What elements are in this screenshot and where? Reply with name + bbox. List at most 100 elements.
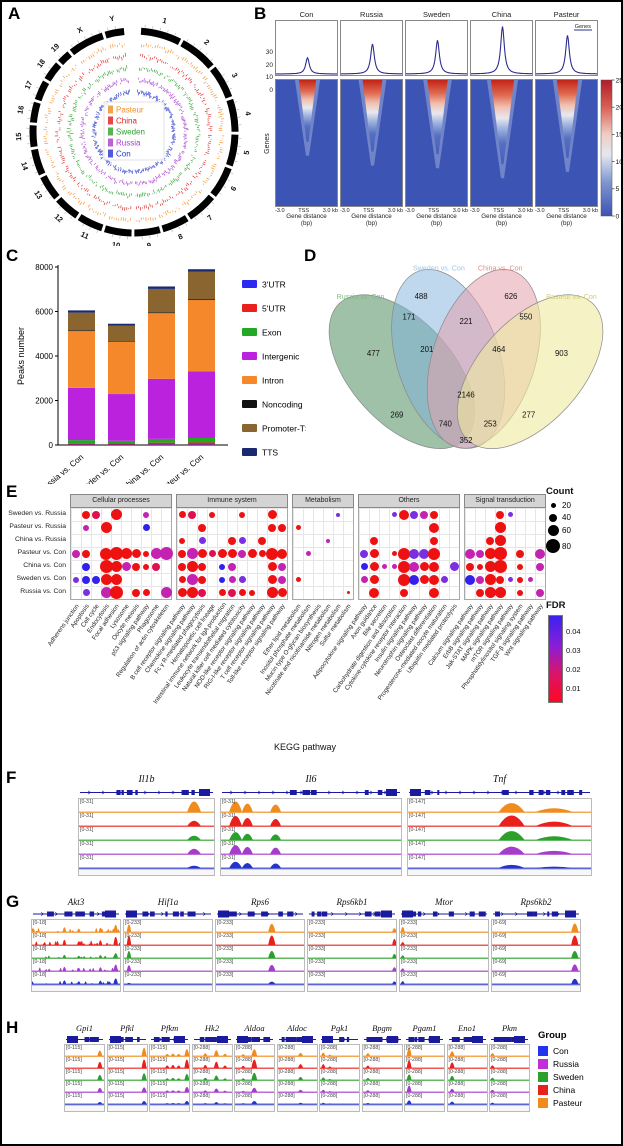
bar-legend-swatch bbox=[242, 328, 257, 336]
coverage-track-con: [0-233] bbox=[216, 972, 304, 985]
pathway-dot bbox=[82, 510, 90, 519]
gene-model bbox=[222, 789, 400, 796]
coverage-track-russia: [0-115] bbox=[65, 1081, 104, 1093]
bar-segment bbox=[108, 323, 135, 326]
coverage-track-russia: [0-31] bbox=[79, 841, 214, 855]
coverage-track-china: [0-233] bbox=[400, 933, 488, 946]
pathway-dot bbox=[391, 512, 397, 517]
group-legend-item: Con bbox=[538, 1046, 584, 1056]
facet-grid bbox=[176, 508, 288, 600]
pathway-dot bbox=[143, 563, 149, 570]
bar-legend-label: 5'UTR bbox=[262, 304, 286, 314]
profile-legend: Genes bbox=[575, 24, 591, 30]
track-svg bbox=[277, 1052, 317, 1057]
bar-segment bbox=[188, 444, 215, 445]
track-footer bbox=[150, 1104, 189, 1111]
pathway-dot bbox=[219, 563, 225, 570]
coverage-track-con: [0-288] bbox=[490, 1093, 529, 1105]
track-range-label: [0-233] bbox=[401, 959, 418, 965]
pathway-dot bbox=[484, 587, 496, 598]
chromosome-arc bbox=[134, 226, 161, 237]
venn-ellipse bbox=[457, 294, 604, 449]
track-range-label: [0-288] bbox=[321, 1092, 338, 1099]
gene-name: Tnf bbox=[492, 774, 507, 785]
coverage-track-con: [0-233] bbox=[400, 972, 488, 985]
pathway-dot bbox=[278, 562, 286, 571]
track-box: [0-288] [0-288] [0-288] [0-288] [0-288] bbox=[234, 1043, 275, 1112]
pathway-dot bbox=[278, 523, 286, 532]
coverage-track-sweden: [0-233] bbox=[400, 946, 488, 959]
track-range-label: [0-115] bbox=[108, 1092, 125, 1099]
venn-count: 550 bbox=[519, 313, 533, 322]
track-svg bbox=[308, 953, 396, 959]
track-box: [0-147] [0-147] [0-147] [0-147] [0-147] bbox=[407, 798, 592, 876]
coverage-track-russia: [0-69] bbox=[492, 959, 580, 972]
heatmap-x-label: Gene distance (bp) bbox=[286, 213, 327, 227]
track-range-label: [0-31] bbox=[222, 827, 236, 833]
bar-y-label: Peaks number bbox=[16, 327, 26, 385]
coverage-track-china: [0-69] bbox=[492, 933, 580, 946]
circos-plot: 1 2 3 4 5 6 7 8 9 10 11 12 13 14 15 16 17 18 19 X Y Pasteur Ch… bbox=[10, 14, 254, 246]
coverage-track-con: [0-233] bbox=[124, 972, 212, 985]
track-svg bbox=[277, 1089, 317, 1093]
pathway-dot bbox=[142, 524, 150, 531]
pathway-dot bbox=[266, 587, 278, 598]
gene-name: Gpi1 bbox=[76, 1023, 93, 1033]
gene-name: Bpgm bbox=[372, 1023, 392, 1033]
track-range-label: [0-288] bbox=[406, 1044, 423, 1051]
coverage-track-sweden: [0-31] bbox=[221, 827, 401, 841]
group-color-swatch bbox=[538, 1046, 548, 1056]
facet-title: Signal transduction bbox=[464, 494, 546, 508]
coverage-track-sweden: [0-147] bbox=[408, 827, 591, 841]
track-svg bbox=[320, 1102, 359, 1105]
track-svg bbox=[216, 923, 304, 933]
kegg-dot-plot: Sweden vs. Russia Pasteur vs. Russia China… bbox=[2, 484, 621, 768]
facet-title: Immune system bbox=[176, 494, 288, 508]
heatmap-x-ticks: -3.0 TSS 3.0 kb bbox=[275, 208, 338, 214]
pathway-dot bbox=[92, 510, 100, 519]
count-dot bbox=[547, 525, 559, 536]
bar-legend-label: Intron bbox=[262, 376, 284, 386]
bar-segment bbox=[68, 330, 95, 332]
group-legend-item: Russia bbox=[538, 1059, 584, 1069]
track-svg bbox=[65, 1101, 104, 1105]
pathway-dot bbox=[507, 512, 513, 517]
chromosome-label: 13 bbox=[32, 189, 44, 201]
track-svg bbox=[192, 1061, 232, 1069]
heatmap-x-label: Gene distance (bp) bbox=[416, 213, 457, 227]
bar-legend-label: TTS bbox=[262, 448, 278, 458]
coverage-track-pasteur: [0-18] bbox=[32, 920, 120, 933]
track-range-label: [0-31] bbox=[80, 813, 94, 819]
heatmap-x-ticks: -3.0 TSS 3.0 kb bbox=[340, 208, 403, 214]
track-svg bbox=[492, 935, 580, 946]
track-svg bbox=[65, 1061, 104, 1069]
venn-count: 477 bbox=[367, 349, 380, 358]
bar-segment bbox=[68, 312, 95, 331]
track-footer bbox=[192, 1104, 232, 1111]
track-svg bbox=[32, 924, 120, 933]
track-range-label: [0-288] bbox=[278, 1092, 295, 1099]
coverage-track-china: [0-288] bbox=[405, 1057, 444, 1069]
bar-legend-label: Promoter-TSS bbox=[262, 424, 306, 434]
track-svg bbox=[400, 926, 488, 933]
coverage-track-con: [0-288] bbox=[405, 1093, 444, 1105]
gene-name: Eno1 bbox=[458, 1023, 476, 1033]
sample-column: Pasteur Genes -3.0 TSS 3.0 kb Gene distance (b… bbox=[535, 10, 598, 228]
coverage-track-pasteur: [0-288] bbox=[320, 1045, 359, 1057]
chromosome-arc bbox=[209, 66, 233, 99]
track-svg bbox=[235, 1072, 274, 1081]
track-footer bbox=[308, 985, 396, 991]
circos-legend-label: Pasteur bbox=[116, 106, 144, 115]
coverage-track-china: [0-31] bbox=[79, 813, 214, 827]
pathway-dot bbox=[465, 548, 475, 559]
coverage-track-pasteur: [0-233] bbox=[124, 920, 212, 933]
track-svg bbox=[192, 1087, 232, 1093]
track-svg bbox=[408, 846, 591, 855]
track-svg bbox=[216, 964, 304, 972]
pathway-dot bbox=[72, 549, 80, 558]
bar-segment bbox=[148, 444, 175, 445]
track-svg bbox=[235, 1048, 274, 1057]
track-svg bbox=[65, 1074, 104, 1081]
track-range-label: [0-233] bbox=[217, 946, 234, 952]
pathway-dot bbox=[228, 562, 236, 571]
